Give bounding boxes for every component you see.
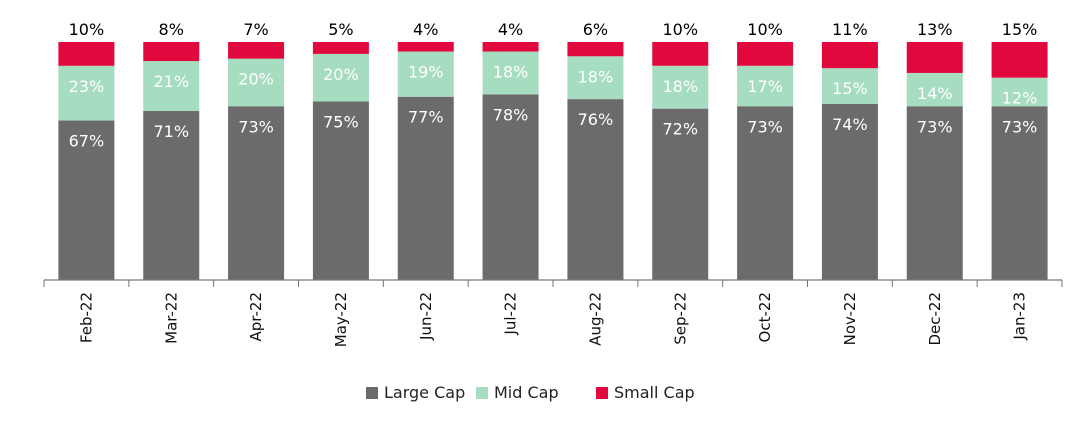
- value-label-large-cap-nov-22: 74%: [832, 115, 868, 134]
- x-tick-label-jan-23: Jan-23: [1011, 292, 1029, 341]
- value-label-mid-cap-nov-22: 15%: [832, 79, 868, 98]
- bar-small-cap-jun-22: [397, 42, 454, 52]
- value-label-mid-cap-jul-22: 18%: [493, 63, 529, 82]
- bar-large-cap-oct-22: [737, 106, 794, 280]
- legend-swatch-large-cap: [366, 387, 378, 399]
- bar-mid-cap-nov-22: [821, 68, 878, 104]
- value-label-small-cap-may-22: 5%: [328, 20, 353, 39]
- x-axis: [43, 279, 1063, 287]
- bar-small-cap-jul-22: [482, 42, 539, 52]
- bar-small-cap-oct-22: [737, 42, 794, 66]
- bar-large-cap-apr-22: [228, 106, 285, 280]
- value-label-large-cap-feb-22: 67%: [69, 132, 105, 151]
- value-label-large-cap-mar-22: 71%: [153, 122, 189, 141]
- value-label-small-cap-dec-22: 13%: [917, 20, 953, 39]
- legend-label-large-cap: Large Cap: [384, 383, 465, 402]
- value-label-large-cap-aug-22: 76%: [578, 110, 614, 129]
- bar-small-cap-feb-22: [58, 42, 115, 66]
- value-label-small-cap-sep-22: 10%: [662, 20, 698, 39]
- bars-group: [58, 42, 1048, 281]
- value-label-mid-cap-jan-23: 12%: [1002, 89, 1038, 108]
- value-label-mid-cap-mar-22: 21%: [153, 72, 189, 91]
- bar-small-cap-nov-22: [821, 42, 878, 69]
- legend-swatch-mid-cap: [476, 387, 488, 399]
- x-tick-label-nov-22: Nov-22: [841, 292, 859, 345]
- bar-large-cap-sep-22: [652, 108, 709, 280]
- bar-small-cap-may-22: [312, 42, 369, 54]
- value-label-small-cap-jul-22: 4%: [498, 20, 523, 39]
- x-tick-label-dec-22: Dec-22: [926, 292, 944, 346]
- bar-mid-cap-may-22: [312, 53, 369, 102]
- bar-large-cap-jul-22: [482, 94, 539, 280]
- x-tick-label-sep-22: Sep-22: [671, 292, 689, 345]
- value-label-mid-cap-apr-22: 20%: [238, 70, 274, 89]
- value-label-mid-cap-jun-22: 19%: [408, 63, 444, 82]
- value-label-mid-cap-dec-22: 14%: [917, 84, 953, 103]
- x-tick-label-jul-22: Jul-22: [502, 292, 520, 336]
- value-labels-group: 67% 23% 10% 71% 21% 8% 73% 20% 7% 75% 20% 5% 77% 19% 4…: [69, 20, 1038, 151]
- value-label-small-cap-nov-22: 11%: [832, 20, 868, 39]
- bar-large-cap-jun-22: [397, 96, 454, 281]
- x-tick-label-jun-22: Jun-22: [417, 292, 435, 341]
- x-tick-label-aug-22: Aug-22: [586, 292, 604, 346]
- x-tick-label-feb-22: Feb-22: [77, 292, 95, 343]
- value-label-large-cap-dec-22: 73%: [917, 117, 953, 136]
- value-label-mid-cap-feb-22: 23%: [69, 77, 105, 96]
- value-label-large-cap-sep-22: 72%: [662, 120, 698, 139]
- bar-mid-cap-feb-22: [58, 65, 115, 121]
- x-tick-label-mar-22: Mar-22: [162, 292, 180, 344]
- bar-large-cap-mar-22: [143, 111, 200, 281]
- bar-small-cap-aug-22: [567, 42, 624, 57]
- value-label-mid-cap-sep-22: 18%: [662, 77, 698, 96]
- legend-label-small-cap: Small Cap: [614, 383, 695, 402]
- bar-large-cap-feb-22: [58, 120, 115, 280]
- value-label-large-cap-may-22: 75%: [323, 113, 359, 132]
- bar-large-cap-may-22: [312, 101, 369, 280]
- x-tick-label-may-22: May-22: [332, 292, 350, 347]
- legend-swatch-small-cap: [596, 387, 608, 399]
- value-label-small-cap-jan-23: 15%: [1002, 20, 1038, 39]
- x-tick-label-apr-22: Apr-22: [247, 292, 265, 342]
- bar-mid-cap-jul-22: [482, 51, 539, 95]
- bar-mid-cap-sep-22: [652, 65, 709, 109]
- bar-small-cap-apr-22: [228, 42, 285, 59]
- bar-small-cap-mar-22: [143, 42, 200, 62]
- bar-large-cap-aug-22: [567, 99, 624, 281]
- bar-mid-cap-mar-22: [143, 61, 200, 112]
- value-label-mid-cap-oct-22: 17%: [747, 77, 783, 96]
- value-label-small-cap-aug-22: 6%: [583, 20, 608, 39]
- bar-mid-cap-jan-23: [991, 77, 1048, 107]
- value-label-small-cap-feb-22: 10%: [69, 20, 105, 39]
- bar-mid-cap-jun-22: [397, 51, 454, 97]
- bar-small-cap-jan-23: [991, 42, 1048, 78]
- bar-large-cap-dec-22: [906, 106, 963, 280]
- value-label-small-cap-jun-22: 4%: [413, 20, 438, 39]
- value-label-small-cap-mar-22: 8%: [159, 20, 184, 39]
- legend: Large Cap Mid Cap Small Cap: [366, 383, 695, 402]
- value-label-large-cap-jul-22: 78%: [493, 105, 529, 124]
- value-label-small-cap-oct-22: 10%: [747, 20, 783, 39]
- value-label-large-cap-jan-23: 73%: [1002, 117, 1038, 136]
- x-tick-label-oct-22: Oct-22: [756, 292, 774, 342]
- x-tick-labels: Feb-22 Mar-22 Apr-22 May-22 Jun-22 Jul-22 Aug-…: [77, 292, 1028, 347]
- value-label-large-cap-jun-22: 77%: [408, 108, 444, 127]
- value-label-large-cap-oct-22: 73%: [747, 117, 783, 136]
- value-label-mid-cap-aug-22: 18%: [578, 67, 614, 86]
- legend-label-mid-cap: Mid Cap: [494, 383, 559, 402]
- value-label-large-cap-apr-22: 73%: [238, 117, 274, 136]
- bar-mid-cap-apr-22: [228, 58, 285, 107]
- value-label-mid-cap-may-22: 20%: [323, 65, 359, 84]
- bar-small-cap-sep-22: [652, 42, 709, 66]
- bar-small-cap-dec-22: [906, 42, 963, 73]
- value-label-small-cap-apr-22: 7%: [243, 20, 268, 39]
- bar-mid-cap-dec-22: [906, 72, 963, 107]
- bar-mid-cap-aug-22: [567, 56, 624, 100]
- bar-large-cap-jan-23: [991, 106, 1048, 280]
- bar-mid-cap-oct-22: [737, 65, 794, 107]
- bar-large-cap-nov-22: [821, 103, 878, 280]
